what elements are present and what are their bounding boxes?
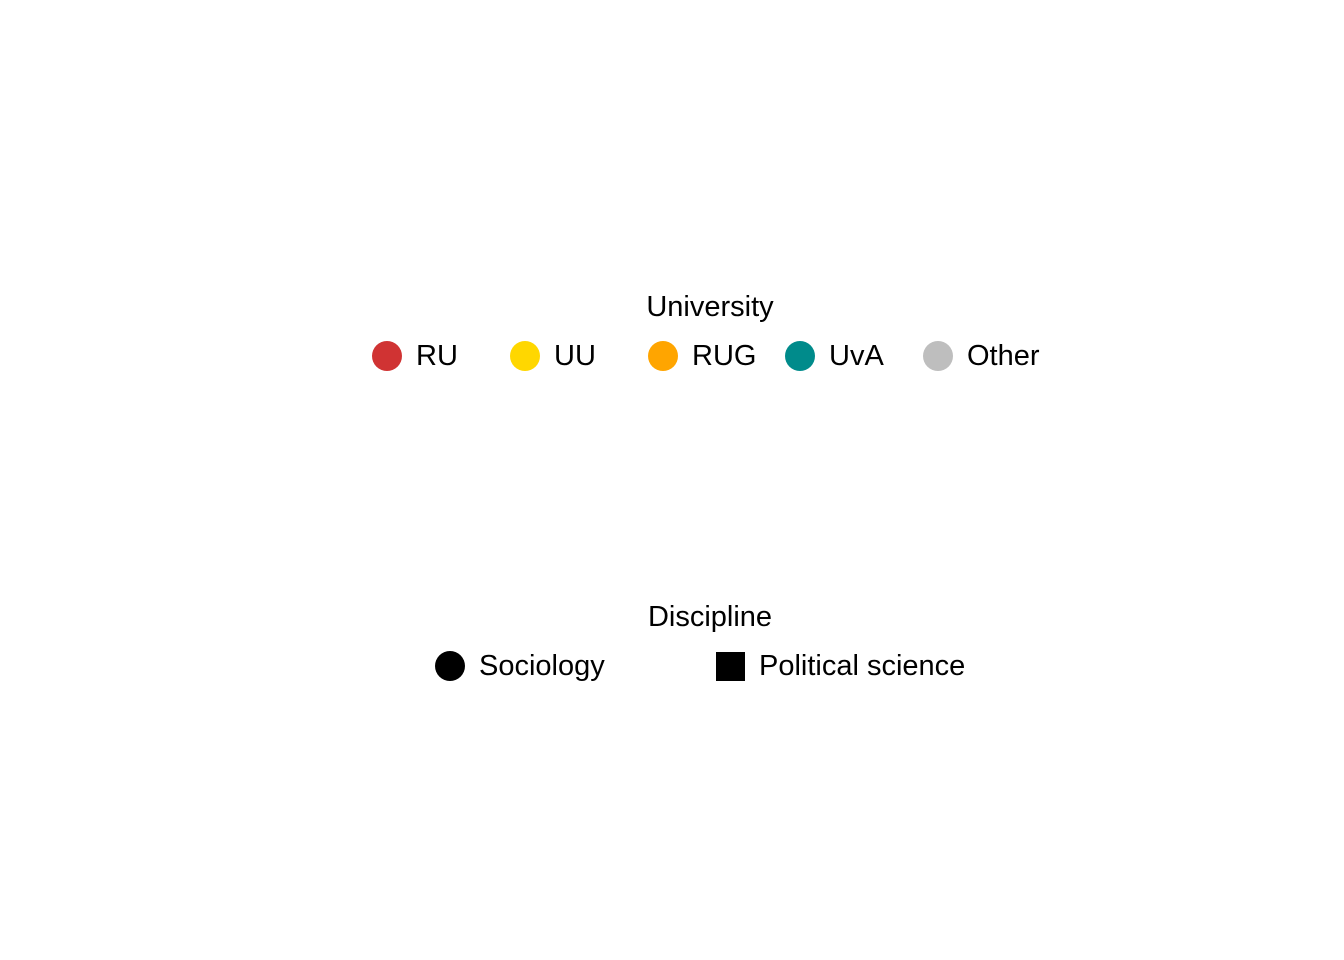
legend-key-uu: UU [510, 336, 596, 376]
circle-swatch-uva [785, 341, 815, 371]
legend-label-uva: UvA [829, 340, 884, 372]
discipline-legend-title: Discipline [647, 601, 773, 633]
circle-swatch-other [923, 341, 953, 371]
circle-swatch-ru [372, 341, 402, 371]
legend-label-political-science: Political science [759, 650, 966, 682]
legend-label-sociology: Sociology [479, 650, 605, 682]
legend-key-other: Other [923, 336, 1040, 376]
circle-swatch-sociology [435, 651, 465, 681]
legend-key-uva: UvA [785, 336, 884, 376]
university-legend-title: University [646, 291, 774, 323]
legend-key-ru: RU [372, 336, 458, 376]
legend-key-political-science: Political science [716, 646, 965, 686]
circle-swatch-rug [648, 341, 678, 371]
legend-label-uu: UU [554, 340, 596, 372]
square-swatch-political-science [716, 651, 745, 681]
circle-swatch-uu [510, 341, 540, 371]
legend-label-ru: RU [416, 340, 458, 372]
legend-key-sociology: Sociology [435, 646, 605, 686]
legend-label-rug: RUG [692, 340, 757, 372]
legend-label-other: Other [967, 340, 1040, 372]
legend-key-rug: RUG [648, 336, 756, 376]
